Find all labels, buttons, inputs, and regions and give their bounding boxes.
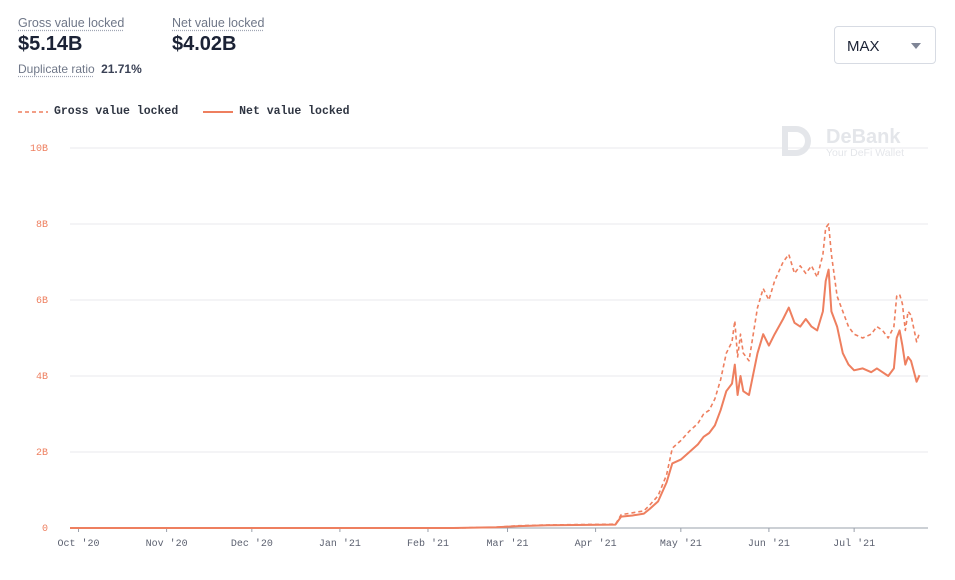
x-tick-label: Apr '21: [575, 538, 617, 550]
x-tick-label: Jul '21: [833, 538, 875, 550]
x-tick-label: Dec '20: [231, 538, 273, 550]
x-axis: Oct '20 Nov '20 Dec '20 Jan '21 Feb '21 Mar '…: [58, 528, 875, 550]
net-value-label[interactable]: Net value locked: [172, 16, 265, 30]
duplicate-ratio: Duplicate ratio 21.71%: [18, 62, 142, 76]
legend-label-gross: Gross value locked: [54, 105, 179, 118]
gross-value-line: [70, 223, 921, 529]
chart-legend: Gross value locked Net value locked: [18, 105, 368, 120]
x-tick-label: Oct '20: [58, 538, 100, 550]
duplicate-ratio-label[interactable]: Duplicate ratio: [18, 62, 95, 76]
solid-line-icon: [203, 110, 234, 113]
y-axis: 0 2B 4B 6B 8B 10B: [30, 144, 48, 535]
y-tick-label: 8B: [36, 220, 48, 231]
gross-value-amount: $5.14B: [18, 33, 83, 55]
series: [70, 223, 921, 529]
x-tick-label: May '21: [660, 538, 702, 550]
legend-label-net: Net value locked: [239, 105, 350, 118]
net-value-line: [70, 268, 921, 529]
x-tick-label: Nov '20: [146, 538, 188, 550]
time-range-select[interactable]: MAX: [834, 26, 936, 64]
grid: [70, 147, 928, 529]
dashed-line-icon: [18, 110, 48, 113]
debank-logo-icon: [782, 126, 811, 156]
y-tick-label: 6B: [36, 296, 48, 307]
gross-value-label[interactable]: Gross value locked: [18, 16, 125, 30]
net-value-stat: Net value locked $4.02B: [172, 16, 264, 56]
y-tick-label: 2B: [36, 448, 48, 459]
x-tick-label: Feb '21: [407, 538, 449, 550]
watermark-tagline: Your DeFi Wallet: [826, 147, 904, 159]
y-tick-label: 4B: [36, 372, 48, 383]
legend-item-net[interactable]: Net value locked: [203, 105, 350, 118]
time-range-value: MAX: [847, 38, 880, 55]
x-tick-label: Mar '21: [487, 538, 529, 550]
duplicate-ratio-value: 21.71%: [101, 62, 142, 76]
x-tick-label: Jan '21: [319, 538, 361, 550]
net-value-amount: $4.02B: [172, 33, 237, 55]
chevron-down-icon: [911, 43, 921, 49]
legend-item-gross[interactable]: Gross value locked: [18, 105, 178, 118]
watermark-name: DeBank: [826, 126, 901, 148]
y-tick-label: 0: [42, 524, 48, 535]
debank-watermark: DeBank Your DeFi Wallet: [782, 126, 904, 159]
gross-value-stat: Gross value locked $5.14B: [18, 16, 124, 56]
y-tick-label: 10B: [30, 144, 48, 155]
x-tick-label: Jun '21: [748, 538, 790, 550]
